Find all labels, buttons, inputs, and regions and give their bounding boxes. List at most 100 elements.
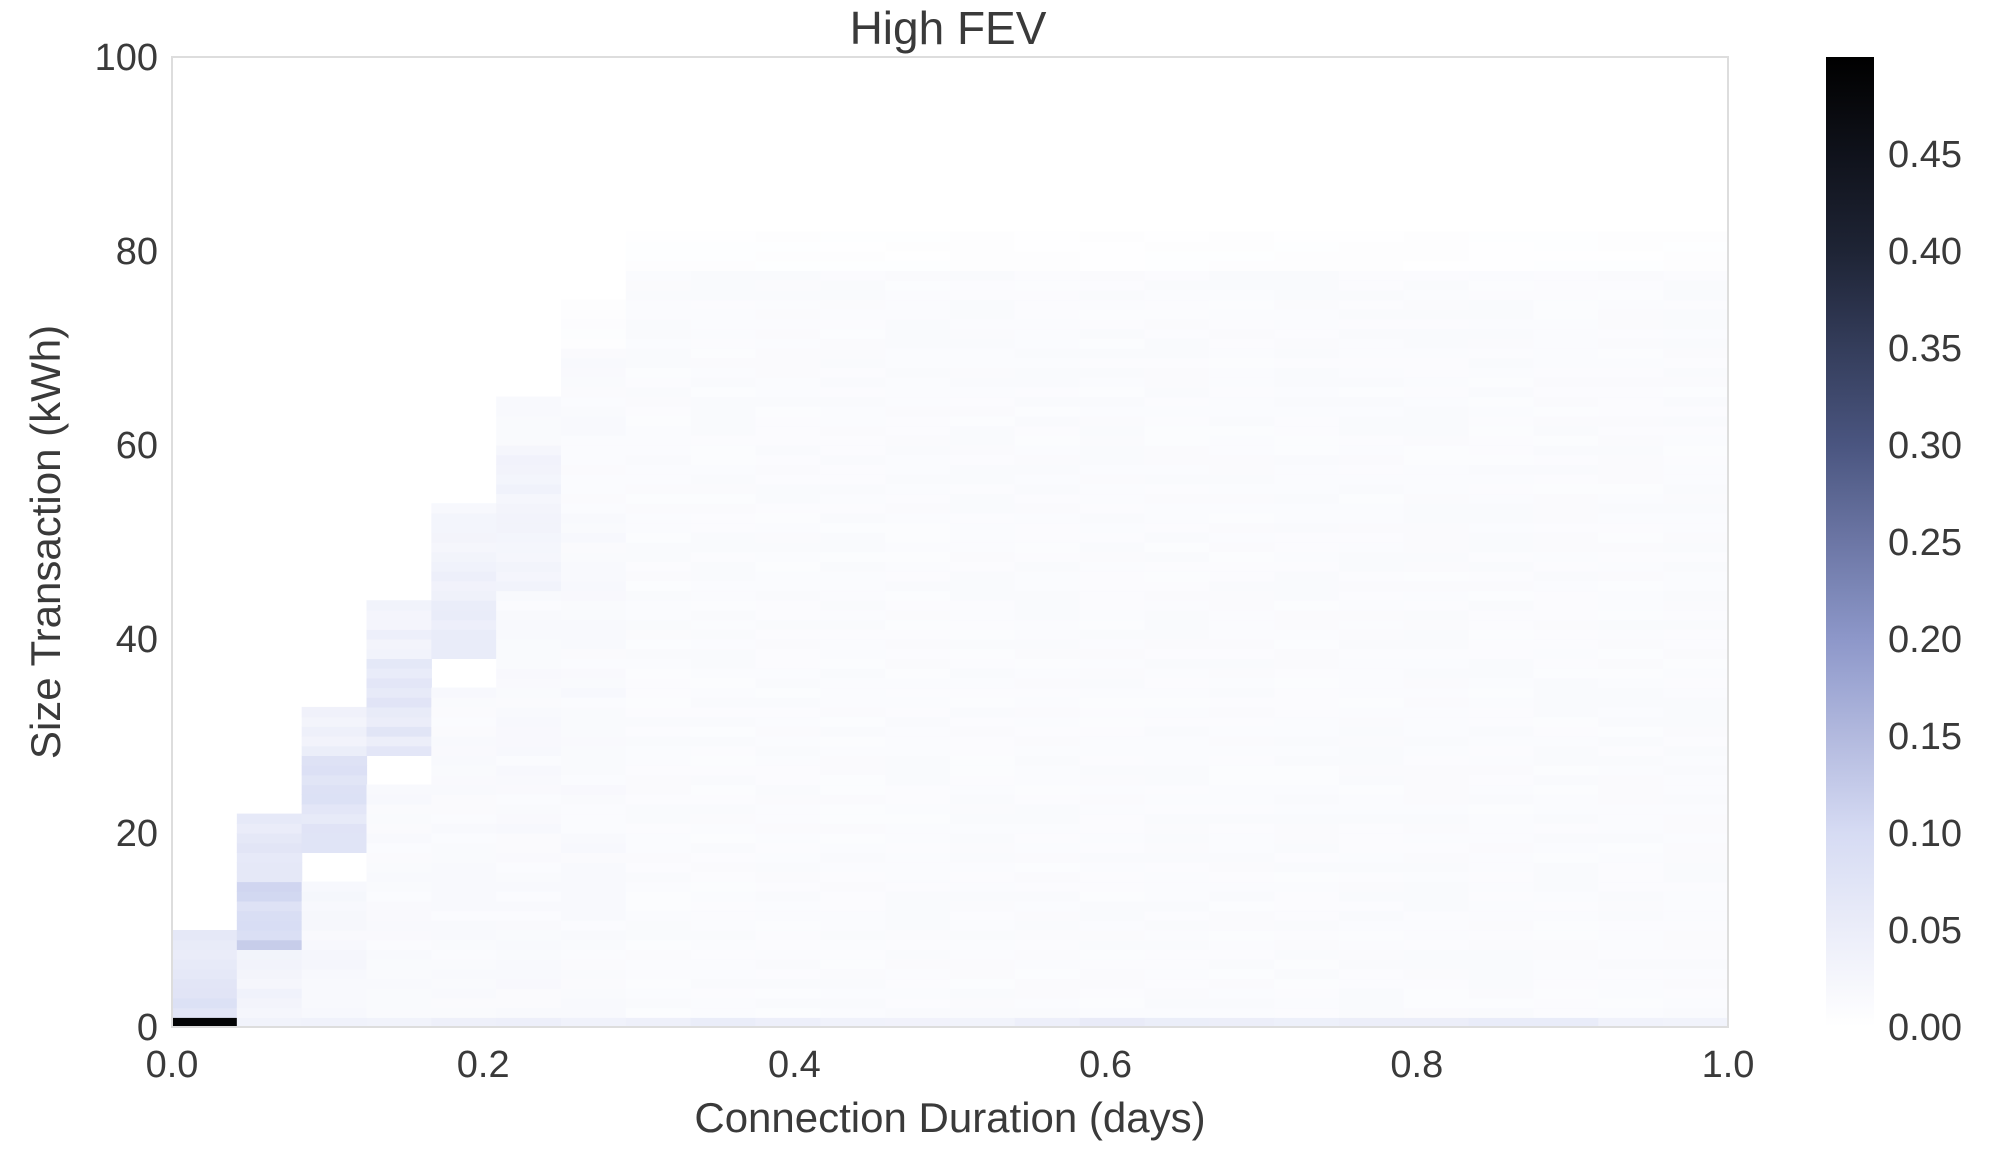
heatmap-cell	[625, 658, 692, 669]
heatmap-cell	[1339, 415, 1405, 427]
heatmap-cell	[1468, 852, 1535, 863]
heatmap-cell	[561, 658, 627, 669]
heatmap-cell	[1403, 871, 1470, 883]
heatmap-cell	[431, 619, 497, 630]
heatmap-cell	[1209, 997, 1275, 1009]
heatmap-cell	[690, 706, 757, 718]
heatmap-cell	[1468, 231, 1535, 242]
heatmap-cell	[1339, 755, 1405, 766]
heatmap-cell	[1144, 338, 1210, 349]
heatmap-cell	[431, 561, 497, 572]
heatmap-cell	[1079, 454, 1146, 465]
heatmap-cell	[561, 415, 627, 427]
heatmap-cell	[561, 474, 627, 485]
heatmap-cell	[1079, 522, 1146, 533]
heatmap-cell	[885, 774, 951, 786]
heatmap-cell	[1598, 745, 1664, 756]
heatmap-cell	[1403, 619, 1470, 630]
heatmap-cell	[1468, 542, 1535, 553]
heatmap-cell	[1598, 231, 1664, 242]
heatmap-cell	[561, 862, 627, 873]
heatmap-cell	[366, 609, 432, 621]
heatmap-cell	[1274, 289, 1340, 301]
heatmap-cell	[1274, 842, 1340, 853]
heatmap-cell	[1209, 726, 1275, 737]
heatmap-cell	[820, 658, 886, 669]
heatmap-cell	[885, 949, 951, 960]
heatmap-cell	[625, 367, 692, 378]
heatmap-cell	[561, 871, 627, 883]
heatmap-cell	[1403, 328, 1470, 339]
heatmap-cell	[1598, 357, 1664, 368]
heatmap-cell	[885, 648, 951, 659]
heatmap-cell	[1274, 891, 1340, 902]
heatmap-cell	[1663, 629, 1729, 640]
heatmap-cell	[1144, 842, 1210, 853]
heatmap-cell	[236, 833, 303, 844]
heatmap-cell	[366, 697, 432, 708]
heatmap-cell	[1663, 483, 1729, 495]
heatmap-cell	[885, 619, 951, 630]
heatmap-cell	[496, 852, 562, 863]
heatmap-cell	[1014, 609, 1081, 621]
heatmap-cell	[496, 736, 562, 747]
heatmap-cell	[820, 561, 886, 572]
heatmap-cell	[1339, 425, 1405, 436]
heatmap-cell	[1144, 357, 1210, 368]
heatmap-cell	[1598, 251, 1664, 262]
heatmap-cell	[950, 318, 1016, 330]
heatmap-cell	[1209, 415, 1275, 427]
heatmap-cell	[1468, 561, 1535, 572]
heatmap-cell	[1403, 716, 1470, 727]
heatmap-cell	[1598, 833, 1664, 844]
heatmap-cell	[1274, 755, 1340, 766]
heatmap-cell	[1144, 493, 1210, 504]
heatmap-cell	[1274, 871, 1340, 883]
heatmap-cell	[1274, 445, 1340, 456]
heatmap-cell	[1468, 997, 1535, 1009]
heatmap-cell	[625, 299, 692, 310]
heatmap-cell	[1403, 532, 1470, 543]
heatmap-cell	[1014, 522, 1081, 533]
heatmap-cell	[625, 726, 692, 737]
heatmap-cell	[1663, 522, 1729, 533]
heatmap-cell	[1403, 803, 1470, 815]
heatmap-cell	[755, 260, 821, 271]
heatmap-cell	[1339, 260, 1405, 271]
heatmap-cell	[1079, 658, 1146, 669]
heatmap-cell	[1598, 891, 1664, 902]
heatmap-cell	[1533, 706, 1599, 718]
heatmap-cell	[1468, 1007, 1535, 1018]
heatmap-cell	[885, 706, 951, 718]
heatmap-cell	[1663, 309, 1729, 320]
heatmap-cell	[1468, 968, 1535, 980]
heatmap-cell	[755, 687, 821, 698]
heatmap-cell	[820, 920, 886, 931]
heatmap-cell	[1533, 648, 1599, 659]
heatmap-cell	[1403, 367, 1470, 378]
heatmap-cell	[1144, 580, 1210, 592]
heatmap-cell	[496, 639, 562, 650]
heatmap-cell	[885, 813, 951, 824]
heatmap-cell	[755, 241, 821, 252]
heatmap-cell	[1468, 959, 1535, 970]
heatmap-cell	[1339, 357, 1405, 368]
heatmap-cell	[885, 726, 951, 737]
heatmap-cell	[1468, 425, 1535, 436]
heatmap-cell	[366, 677, 432, 689]
heatmap-cell	[1339, 842, 1405, 853]
heatmap-cell	[1533, 396, 1599, 407]
heatmap-cell	[820, 852, 886, 863]
heatmap-cell	[1274, 600, 1340, 611]
heatmap-cell	[950, 784, 1016, 795]
heatmap-cell	[755, 299, 821, 310]
heatmap-cell	[885, 823, 951, 834]
heatmap-cell	[1014, 483, 1081, 495]
heatmap-cell	[625, 231, 692, 242]
heatmap-cell	[1468, 474, 1535, 485]
heatmap-cell	[1144, 503, 1210, 514]
heatmap-cell	[1014, 328, 1081, 339]
heatmap-cell	[1014, 930, 1081, 941]
heatmap-cell	[885, 386, 951, 398]
heatmap-cell	[1663, 939, 1729, 950]
